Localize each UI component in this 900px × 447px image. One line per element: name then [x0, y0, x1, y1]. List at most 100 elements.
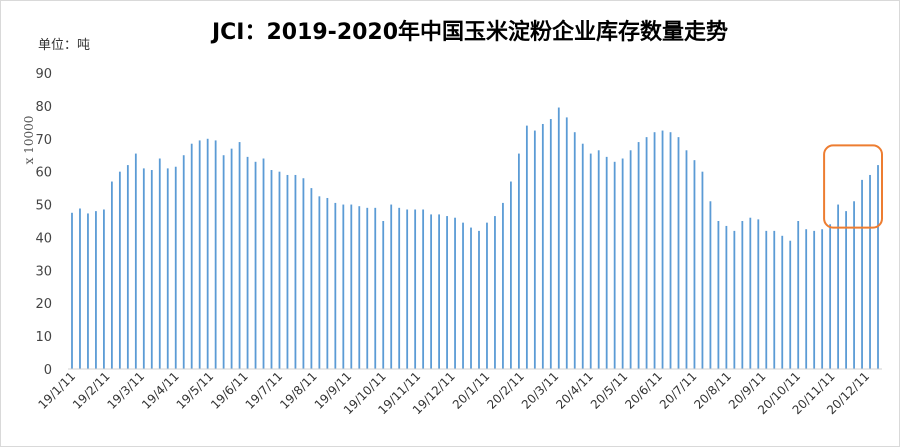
bar — [589, 153, 592, 369]
bar — [206, 138, 209, 369]
highlight-box — [823, 144, 883, 229]
bar — [517, 153, 520, 369]
bar — [430, 214, 433, 369]
x-tick-label: 19/5/11 — [174, 369, 217, 412]
bar — [805, 229, 808, 369]
bar — [182, 155, 185, 369]
bar — [71, 212, 73, 369]
bar — [765, 230, 768, 369]
bar — [525, 125, 528, 370]
bar — [549, 119, 552, 369]
bar — [661, 130, 664, 369]
y-tick-label: 90 — [35, 67, 52, 82]
bar — [645, 137, 648, 369]
bar — [709, 201, 712, 369]
x-tick-label: 20/7/11 — [657, 369, 700, 412]
y-axis-label: x 10000 — [22, 116, 36, 165]
bar — [454, 217, 456, 369]
bar — [733, 230, 736, 369]
bar — [198, 140, 201, 369]
x-tick-label: 20/6/11 — [622, 369, 665, 412]
x-tick-label: 20/1/11 — [450, 369, 493, 412]
bar — [877, 165, 879, 369]
bar — [446, 216, 448, 369]
bar — [797, 221, 800, 369]
bar — [486, 222, 488, 369]
bar — [438, 214, 440, 369]
bar — [134, 153, 137, 369]
bar — [358, 206, 361, 369]
bars — [71, 107, 879, 370]
bar — [79, 208, 81, 369]
bar — [190, 143, 193, 369]
x-tick-label: 20/3/11 — [519, 369, 562, 412]
bar — [366, 207, 369, 369]
bar — [95, 211, 97, 369]
bar — [422, 209, 425, 369]
bar — [103, 209, 105, 369]
bar — [502, 202, 504, 369]
y-tick-label: 0 — [44, 363, 52, 378]
bar — [533, 130, 536, 369]
bar — [374, 207, 377, 369]
bar — [613, 161, 616, 369]
bar — [494, 216, 496, 369]
y-axis-ticks: 0 10 20 30 40 50 60 70 80 90 — [35, 67, 52, 378]
y-tick-label: 30 — [35, 264, 52, 279]
bar — [781, 235, 784, 369]
x-tick-label: 19/7/11 — [243, 369, 286, 412]
x-tick-label: 19/2/11 — [70, 369, 113, 412]
bar — [302, 178, 305, 369]
y-tick-label: 10 — [35, 330, 52, 345]
bar — [581, 143, 584, 369]
bar — [230, 148, 233, 369]
bar — [685, 150, 688, 369]
bar — [286, 174, 289, 369]
bar — [342, 204, 345, 369]
bar — [118, 171, 121, 369]
bar — [398, 207, 401, 369]
bar — [294, 174, 297, 369]
bar — [142, 168, 145, 369]
bar — [278, 171, 281, 369]
x-tick-label: 20/2/11 — [484, 369, 527, 412]
x-tick-label: 19/6/11 — [208, 369, 251, 412]
y-tick-label: 20 — [35, 297, 52, 312]
bar — [166, 168, 169, 369]
bar — [829, 224, 832, 369]
bar — [821, 229, 824, 369]
chart-title: JCI：2019-2020年中国玉米淀粉企业库存数量走势 — [211, 20, 729, 45]
bar — [557, 107, 560, 369]
bar — [597, 150, 600, 369]
bar — [565, 117, 568, 370]
bar — [605, 156, 608, 369]
bar — [462, 222, 464, 369]
bar — [717, 221, 720, 369]
unit-label: 单位：吨 — [38, 38, 91, 53]
bar — [541, 123, 544, 369]
bar — [677, 137, 680, 369]
bar — [406, 209, 409, 369]
bar — [318, 196, 321, 369]
bar — [214, 140, 217, 369]
bar — [853, 201, 855, 369]
bar — [837, 204, 840, 369]
bar — [254, 161, 257, 369]
bar — [789, 240, 792, 369]
bar — [390, 204, 393, 369]
y-tick-label: 80 — [35, 100, 52, 115]
x-tick-label: 19/8/11 — [277, 369, 320, 412]
bar — [861, 179, 863, 369]
bar — [150, 170, 153, 369]
bar — [845, 211, 847, 369]
bar — [246, 156, 249, 369]
bar — [757, 219, 760, 369]
y-tick-label: 70 — [35, 133, 52, 148]
bar — [869, 174, 871, 369]
x-tick-label: 19/3/11 — [105, 369, 148, 412]
bar — [310, 188, 313, 369]
x-tick-label: 20/8/11 — [691, 369, 734, 412]
bar — [87, 213, 89, 369]
bar — [326, 197, 329, 369]
y-tick-label: 40 — [35, 231, 52, 246]
